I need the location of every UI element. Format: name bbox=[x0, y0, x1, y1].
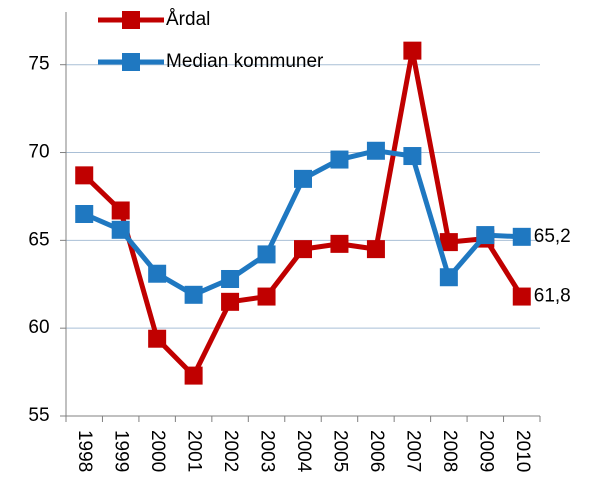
marker bbox=[512, 227, 531, 246]
x-tick-label: 1998 bbox=[74, 430, 95, 472]
x-tick-label: 2001 bbox=[184, 430, 205, 472]
x-tick-label: 2009 bbox=[475, 430, 496, 472]
marker bbox=[75, 166, 94, 185]
marker bbox=[330, 234, 349, 253]
legend-marker bbox=[122, 11, 140, 29]
x-tick-label: 2008 bbox=[439, 430, 460, 472]
marker bbox=[75, 205, 94, 223]
data-label: 61,8 bbox=[534, 286, 571, 307]
legend-marker bbox=[122, 53, 140, 71]
x-tick-label: 2000 bbox=[147, 430, 168, 472]
marker bbox=[512, 287, 531, 306]
marker bbox=[403, 147, 422, 166]
marker bbox=[111, 220, 130, 239]
x-tick-label: 2006 bbox=[366, 430, 387, 472]
marker bbox=[366, 141, 385, 160]
marker bbox=[330, 150, 349, 169]
y-tick-label: 60 bbox=[28, 317, 49, 338]
marker bbox=[366, 240, 385, 259]
y-tick-label: 55 bbox=[28, 405, 49, 426]
marker bbox=[148, 264, 167, 283]
marker bbox=[221, 292, 240, 311]
marker bbox=[184, 285, 203, 304]
x-tick-label: 2007 bbox=[402, 430, 423, 472]
marker bbox=[257, 287, 276, 306]
legend-label: Årdal bbox=[166, 9, 210, 30]
data-label: 65,2 bbox=[534, 226, 571, 247]
marker bbox=[111, 201, 130, 220]
marker bbox=[221, 269, 240, 288]
series-line bbox=[82, 48, 524, 379]
y-tick-label: 70 bbox=[28, 142, 49, 163]
x-tick-label: 2002 bbox=[220, 430, 241, 472]
marker bbox=[184, 366, 203, 385]
x-tick-label: 1999 bbox=[111, 430, 132, 472]
marker bbox=[439, 233, 458, 252]
marker bbox=[257, 245, 276, 264]
marker bbox=[439, 268, 458, 287]
marker bbox=[403, 41, 422, 60]
y-tick-label: 75 bbox=[28, 54, 49, 75]
marker bbox=[148, 329, 167, 348]
marker bbox=[294, 169, 312, 188]
x-tick-label: 2005 bbox=[329, 430, 350, 472]
x-tick-label: 2004 bbox=[293, 430, 314, 473]
x-tick-label: 2003 bbox=[257, 430, 278, 472]
marker bbox=[294, 240, 312, 259]
y-tick-label: 65 bbox=[28, 229, 49, 250]
marker bbox=[476, 226, 495, 245]
x-tick-label: 2010 bbox=[512, 430, 533, 472]
legend-label: Median kommuner bbox=[166, 51, 324, 72]
